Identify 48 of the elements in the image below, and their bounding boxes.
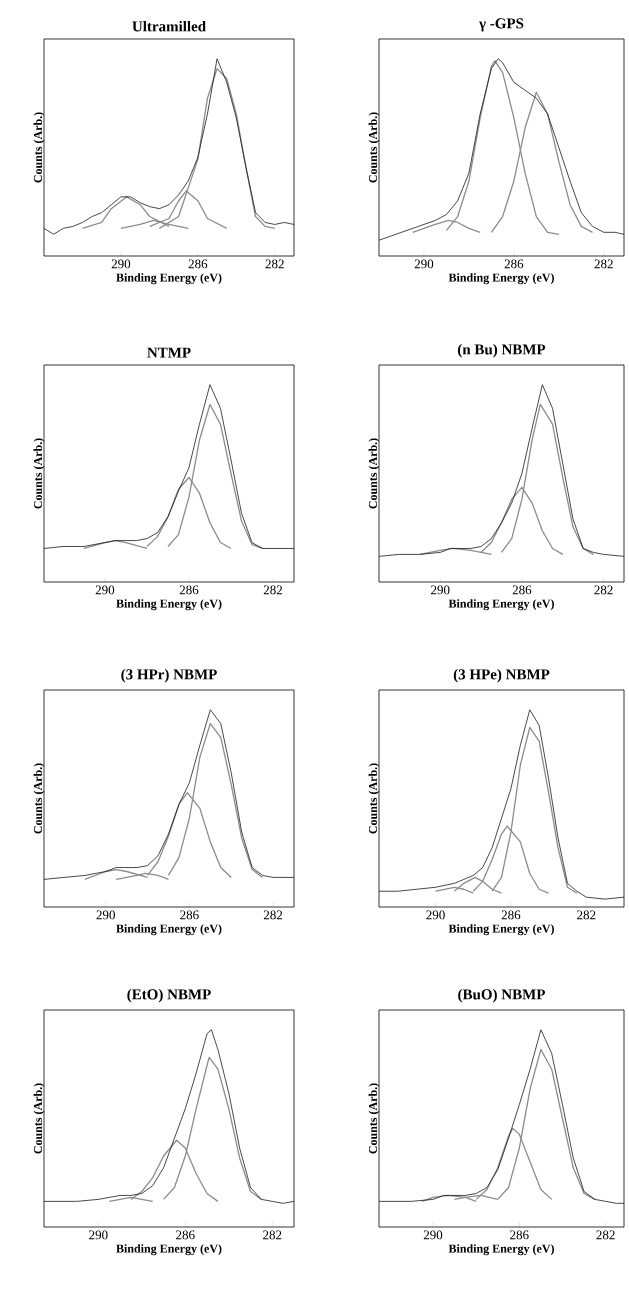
x-tick-label: 290 xyxy=(95,585,115,595)
x-tick-label: 286 xyxy=(180,910,199,920)
y-axis-title: Counts (Arb.) xyxy=(368,112,380,183)
x-tick-label: 286 xyxy=(512,585,532,595)
y-axis-title: Counts (Arb.) xyxy=(368,1083,380,1154)
chart-title: γ -GPS xyxy=(478,18,524,32)
x-axis-title: Binding Energy (eV) xyxy=(448,924,554,936)
y-axis-title: Counts (Arb.) xyxy=(368,438,380,509)
x-axis-title: Binding Energy (eV) xyxy=(448,1244,554,1256)
chart-title: (EtO) NBMP xyxy=(127,988,211,1003)
chart-title: Ultramilled xyxy=(132,20,206,32)
x-tick-label: 286 xyxy=(501,910,521,920)
x-tick-label: 286 xyxy=(179,585,199,595)
x-axis-title: Binding Energy (eV) xyxy=(116,924,222,936)
x-tick-label: 290 xyxy=(89,1230,108,1240)
x-axis-title: Binding Energy (eV) xyxy=(116,1244,222,1256)
chart-title: (3 HPe) NBMP xyxy=(453,668,550,683)
x-tick-label: 290 xyxy=(423,1230,443,1240)
x-tick-label: 282 xyxy=(263,585,283,595)
x-tick-label: 286 xyxy=(504,259,524,269)
x-axis-title: Binding Energy (eV) xyxy=(448,273,554,285)
y-axis-title: Counts (Arb.) xyxy=(33,438,45,509)
x-axis-title: Binding Energy (eV) xyxy=(116,599,222,611)
x-tick-label: 282 xyxy=(263,1230,282,1240)
x-axis-title: Binding Energy (eV) xyxy=(116,273,222,285)
x-tick-label: 286 xyxy=(188,259,208,269)
chart-title: (BuO) NBMP xyxy=(458,988,546,1003)
chart-title: NTMP xyxy=(147,347,191,358)
x-tick-label: 290 xyxy=(426,910,445,920)
x-tick-label: 286 xyxy=(510,1230,529,1240)
y-axis-title: Counts (Arb.) xyxy=(33,1083,45,1154)
chart-title: (n Bu) NBMP xyxy=(457,343,546,358)
x-tick-label: 282 xyxy=(265,259,284,269)
x-tick-label: 286 xyxy=(176,1230,195,1240)
x-tick-label: 282 xyxy=(263,910,283,920)
x-tick-label: 282 xyxy=(577,910,596,920)
x-tick-label: 290 xyxy=(96,910,115,920)
x-tick-label: 290 xyxy=(414,259,434,269)
x-tick-label: 282 xyxy=(596,1230,615,1240)
y-axis-title: Counts (Arb.) xyxy=(33,112,45,183)
x-tick-label: 282 xyxy=(594,585,613,595)
chart-title: (3 HPr) NBMP xyxy=(121,668,217,683)
x-axis-title: Binding Energy (eV) xyxy=(448,599,554,611)
y-axis-title: Counts (Arb.) xyxy=(368,763,380,834)
x-tick-label: 290 xyxy=(431,585,450,595)
x-tick-label: 282 xyxy=(594,259,613,269)
x-tick-label: 290 xyxy=(111,259,131,269)
y-axis-title: Counts (Arb.) xyxy=(33,763,45,834)
